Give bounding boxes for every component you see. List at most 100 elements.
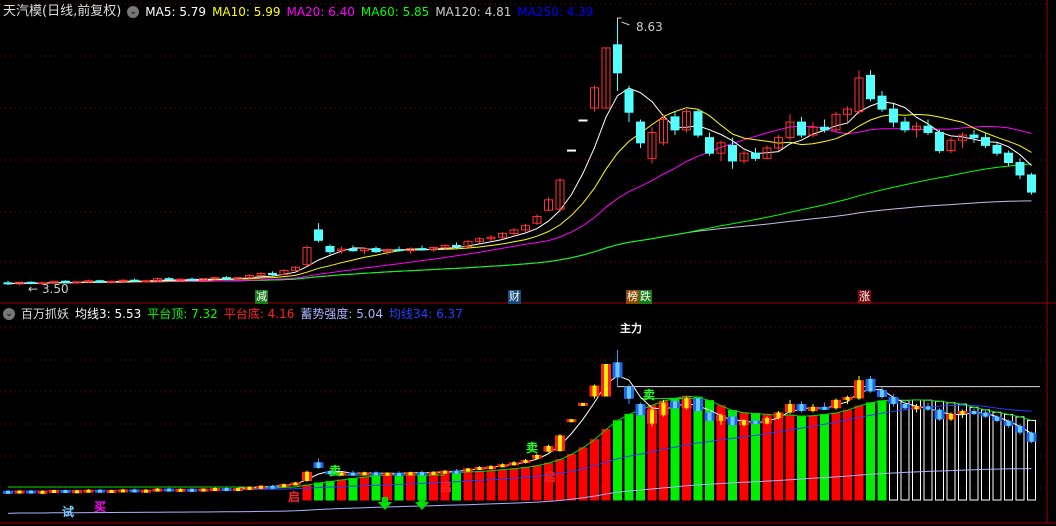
candle-body xyxy=(302,247,312,266)
indicator-body-stripe xyxy=(799,404,804,412)
candle-body xyxy=(15,281,24,285)
indicator-body-stripe xyxy=(247,486,252,490)
candle-body xyxy=(383,249,392,253)
candle-body xyxy=(3,282,13,285)
signal-start: 启 xyxy=(544,470,557,484)
event-marker-bang[interactable]: 榜 xyxy=(626,290,639,304)
ma20-label: MA20: 6.40 xyxy=(286,5,355,19)
indicator-body-stripe xyxy=(397,472,401,476)
histogram-bar xyxy=(877,400,887,501)
ma34-label: 均线34: 6.37 xyxy=(388,307,463,321)
chevron-down-icon[interactable]: ⌄ xyxy=(3,308,15,320)
indicator-body-stripe xyxy=(40,490,45,494)
indicator-body-stripe xyxy=(811,406,815,412)
histogram-bar xyxy=(498,469,507,501)
candle-body xyxy=(199,278,208,281)
ma5-label: MA5: 5.79 xyxy=(145,5,207,19)
indicator-body-stripe xyxy=(880,390,884,398)
indicator-body-stripe xyxy=(960,411,965,415)
indicator-body-stripe xyxy=(673,401,677,409)
indicator-title: 百万抓妖 xyxy=(21,307,70,321)
histogram-bar xyxy=(854,405,864,501)
candle-body xyxy=(762,147,772,159)
histogram-bar xyxy=(486,470,496,501)
histogram-bar xyxy=(1027,419,1036,501)
event-marker-zhang[interactable]: 涨 xyxy=(858,290,871,304)
candle-body xyxy=(1004,152,1013,164)
event-marker-die[interactable]: 跌 xyxy=(639,290,652,304)
chevron-down-icon[interactable]: ⌄ xyxy=(127,6,140,18)
indicator-body-stripe xyxy=(351,472,355,476)
ma250-line xyxy=(7,200,1032,285)
indicator-body-stripe xyxy=(995,416,999,421)
indicator-body-stripe xyxy=(857,380,861,399)
bottom-panel-header: ⌄ 百万抓妖 均线3: 5.53 平台顶: 7.32 平台底: 4.16 蓄势强… xyxy=(3,305,463,323)
event-marker-jian[interactable]: 减 xyxy=(255,290,268,304)
indicator-body-stripe xyxy=(719,415,723,421)
histogram-bar xyxy=(475,470,484,501)
candle-body xyxy=(440,244,450,249)
indicator-body-stripe xyxy=(305,471,309,482)
high-price-label: 8.63 xyxy=(636,20,663,34)
candle-body xyxy=(532,215,542,224)
indicator-body-stripe xyxy=(132,489,137,493)
histogram-bar xyxy=(371,475,381,501)
candle-body xyxy=(406,248,415,252)
indicator-body-stripe xyxy=(546,446,551,452)
top-panel-header: 天汽模(日线,前复权) ⌄ MA5: 5.79 MA10: 5.99 MA20:… xyxy=(3,3,593,21)
histogram-bar xyxy=(590,439,599,501)
histogram-bar xyxy=(509,468,519,501)
candle-body xyxy=(26,281,36,284)
candle-body xyxy=(153,278,162,282)
indicator-body-stripe xyxy=(661,402,666,416)
indicator-body-stripe xyxy=(558,435,562,452)
candle-body xyxy=(95,280,105,283)
indicator-body-stripe xyxy=(454,470,459,474)
histogram-bar xyxy=(670,397,680,501)
candle-body xyxy=(774,137,783,149)
histogram-bar xyxy=(314,482,323,501)
histogram-bar xyxy=(601,428,611,501)
indicator-body-stripe xyxy=(627,386,631,399)
indicator-body-stripe xyxy=(638,404,643,416)
signal-sell: 卖 xyxy=(643,388,656,402)
candle-body xyxy=(555,179,565,210)
candle-body xyxy=(348,248,358,252)
indicator-body-stripe xyxy=(822,406,827,410)
signal-sell: 卖 xyxy=(526,441,539,455)
indicator-body-stripe xyxy=(121,489,125,493)
candle-body xyxy=(463,240,473,248)
signal-start: 启 xyxy=(440,480,453,494)
high-marker-icon xyxy=(617,17,630,26)
indicator-body-stripe xyxy=(983,412,988,417)
candle-body xyxy=(567,149,576,152)
indicator-body-stripe xyxy=(328,471,332,475)
histogram-bar xyxy=(912,399,921,501)
candle-body xyxy=(992,144,1002,154)
indicator-body-stripe xyxy=(949,413,953,420)
ma10-line xyxy=(7,107,1032,285)
histogram-bar xyxy=(532,465,542,501)
candle-body xyxy=(624,89,634,113)
ma20-line xyxy=(7,125,1032,285)
histogram-bar xyxy=(429,472,438,501)
platform-top-label: 平台顶: 7.32 xyxy=(147,307,218,321)
histogram-bar xyxy=(958,403,967,501)
candle-body xyxy=(38,282,47,285)
indicator-body-stripe xyxy=(86,489,91,493)
candle-body xyxy=(498,233,507,238)
event-marker-cai[interactable]: 财 xyxy=(508,290,521,304)
signal-test: 试 xyxy=(62,505,75,519)
indicator-body-stripe xyxy=(293,482,298,486)
candle-body xyxy=(49,280,59,284)
candle-body xyxy=(222,277,231,280)
candle-body xyxy=(693,111,703,136)
ma250-label: MA250: 4.39 xyxy=(517,5,594,19)
histogram-bar xyxy=(555,459,565,501)
indicator-body-stripe xyxy=(684,398,689,409)
arrow-down-icon xyxy=(415,497,429,510)
candle-body xyxy=(808,126,818,136)
candle-body xyxy=(946,139,956,152)
histogram-bar xyxy=(751,413,760,501)
